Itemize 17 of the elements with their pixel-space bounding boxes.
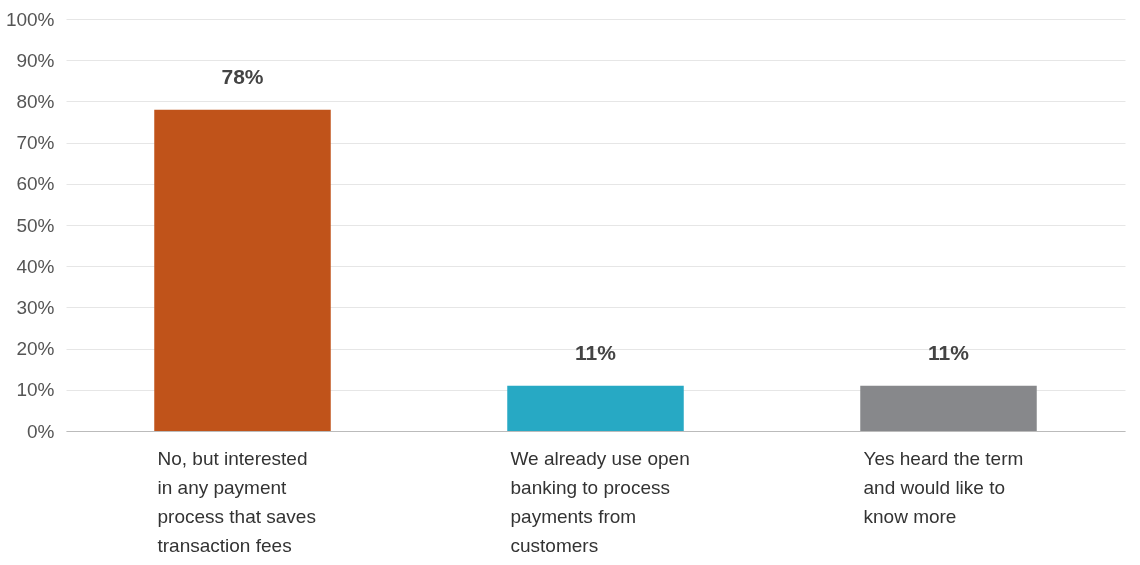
y-tick-label: 70% [16, 132, 55, 154]
y-tick-label: 0% [27, 420, 55, 442]
y-tick-label: 80% [16, 90, 55, 112]
y-tick-label: 60% [16, 173, 55, 195]
y-tick-label: 40% [16, 255, 55, 277]
y-tick-label: 20% [16, 338, 55, 360]
data-label: 11% [575, 340, 617, 364]
x-tick-label: Yes heard the term and would like to know more [863, 447, 1024, 527]
data-label: 11% [928, 340, 970, 364]
x-tick-label: No, but interested in any payment process that saves transaction fees [157, 447, 316, 556]
y-tick-label: 10% [16, 379, 55, 401]
y-tick-label: 50% [16, 214, 55, 236]
data-label: 78% [221, 64, 264, 88]
y-tick-label: 100% [5, 8, 55, 30]
y-tick-label: 90% [16, 49, 55, 71]
x-tick-label: We already use open banking to process payments from customers [510, 447, 690, 556]
y-tick-label: 30% [16, 296, 55, 318]
